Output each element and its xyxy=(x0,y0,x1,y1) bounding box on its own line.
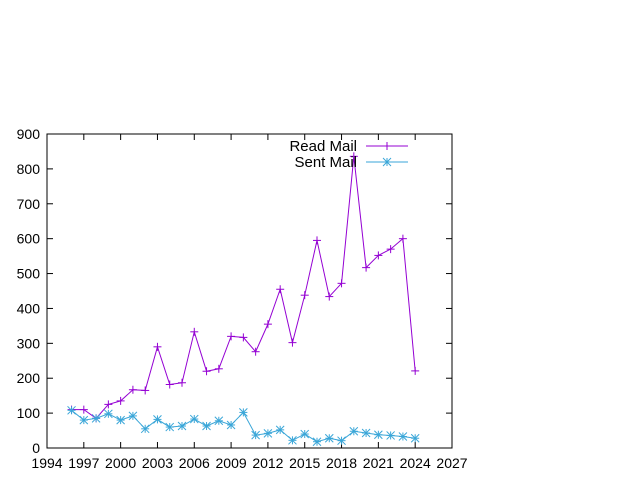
legend-label-read-mail: Read Mail xyxy=(289,138,357,155)
data-point-sent-mail xyxy=(177,421,187,431)
data-point-sent-mail xyxy=(275,425,285,435)
data-point-read-mail xyxy=(288,338,297,347)
legend-point-sent-mail xyxy=(382,157,392,167)
x-tick-label: 2012 xyxy=(252,455,283,471)
data-point-sent-mail xyxy=(251,430,260,440)
data-point-read-mail xyxy=(239,333,248,342)
y-tick-label: 600 xyxy=(17,231,41,247)
data-point-sent-mail xyxy=(165,422,175,432)
data-point-sent-mail xyxy=(263,428,273,438)
legend-marker-sent-mail xyxy=(382,157,392,167)
data-point-sent-mail xyxy=(361,428,371,438)
data-point-read-mail xyxy=(227,332,236,341)
data-point-read-mail xyxy=(337,279,346,288)
data-point-sent-mail xyxy=(140,424,150,434)
y-tick-label: 100 xyxy=(17,405,41,421)
y-tick-label: 400 xyxy=(17,300,41,316)
data-point-sent-mail xyxy=(312,437,322,447)
data-point-sent-mail xyxy=(386,431,395,440)
x-tick-label: 2009 xyxy=(216,455,247,471)
x-tick-label: 2018 xyxy=(326,455,357,471)
legend-marker-read-mail xyxy=(383,142,391,150)
data-point-read-mail xyxy=(398,234,407,243)
data-point-sent-mail xyxy=(226,420,236,430)
x-tick-label: 2024 xyxy=(400,455,431,471)
data-point-read-mail xyxy=(104,400,113,409)
data-point-read-mail xyxy=(190,327,199,336)
axis-ticks: 1994 1997 2000 2003 2006 2009 2012 2015 2018 2021… xyxy=(17,126,468,471)
data-point-read-mail xyxy=(300,291,309,300)
legend-label-sent-mail: Sent Mail xyxy=(294,154,357,171)
data-point-sent-mail xyxy=(79,415,89,425)
data-point-sent-mail xyxy=(91,413,101,423)
x-tick-label: 2021 xyxy=(363,455,394,471)
x-tick-label: 2000 xyxy=(105,455,136,471)
series-line-read-mail xyxy=(71,156,416,420)
y-tick-label: 500 xyxy=(17,266,41,282)
x-tick-label: 1994 xyxy=(31,455,62,471)
x-tick-label: 2003 xyxy=(142,455,173,471)
data-point-read-mail xyxy=(128,385,137,394)
data-point-sent-mail xyxy=(288,435,297,445)
data-point-sent-mail xyxy=(410,433,420,443)
data-point-sent-mail xyxy=(324,433,334,443)
data-point-sent-mail xyxy=(214,416,224,426)
x-tick-label: 2027 xyxy=(436,455,467,471)
data-point-sent-mail xyxy=(374,430,383,440)
series-layer xyxy=(67,152,420,447)
y-tick-label: 800 xyxy=(17,161,41,177)
data-point-sent-mail xyxy=(116,415,125,425)
data-point-sent-mail xyxy=(104,409,113,419)
data-point-sent-mail xyxy=(349,426,359,436)
legend: Read Mail Sent Mail xyxy=(289,138,408,171)
y-tick-label: 900 xyxy=(17,126,41,142)
data-point-read-mail xyxy=(141,386,150,395)
data-point-sent-mail xyxy=(128,411,138,421)
data-point-read-mail xyxy=(276,285,285,294)
data-point-read-mail xyxy=(116,396,125,405)
data-point-read-mail xyxy=(325,292,334,301)
data-point-read-mail xyxy=(251,347,260,356)
data-point-read-mail xyxy=(263,320,272,329)
data-point-read-mail xyxy=(313,236,321,245)
data-point-sent-mail xyxy=(189,414,199,424)
data-point-sent-mail xyxy=(337,436,346,446)
data-point-read-mail xyxy=(349,152,358,161)
data-point-read-mail xyxy=(411,366,420,375)
data-point-read-mail xyxy=(153,342,162,351)
y-tick-label: 700 xyxy=(17,196,41,212)
data-point-read-mail xyxy=(362,263,371,272)
data-point-read-mail xyxy=(374,251,383,260)
data-point-sent-mail xyxy=(153,415,162,424)
data-point-sent-mail xyxy=(239,408,248,417)
y-tick-label: 300 xyxy=(17,335,41,351)
x-tick-label: 2015 xyxy=(289,455,320,471)
data-point-read-mail xyxy=(165,380,174,389)
data-point-read-mail xyxy=(386,245,395,254)
data-point-read-mail xyxy=(178,378,186,387)
data-point-sent-mail xyxy=(300,429,310,439)
data-point-read-mail xyxy=(79,405,88,414)
data-point-sent-mail xyxy=(398,432,408,441)
data-point-sent-mail xyxy=(67,405,76,415)
data-point-read-mail xyxy=(214,364,223,373)
data-point-read-mail xyxy=(202,367,211,376)
y-tick-label: 0 xyxy=(32,440,40,456)
plot-frame xyxy=(46,133,453,449)
x-tick-label: 2006 xyxy=(179,455,210,471)
y-tick-label: 200 xyxy=(17,370,41,386)
data-point-sent-mail xyxy=(202,421,211,431)
legend-point-read-mail xyxy=(383,142,391,150)
x-tick-label: 1997 xyxy=(68,455,99,471)
